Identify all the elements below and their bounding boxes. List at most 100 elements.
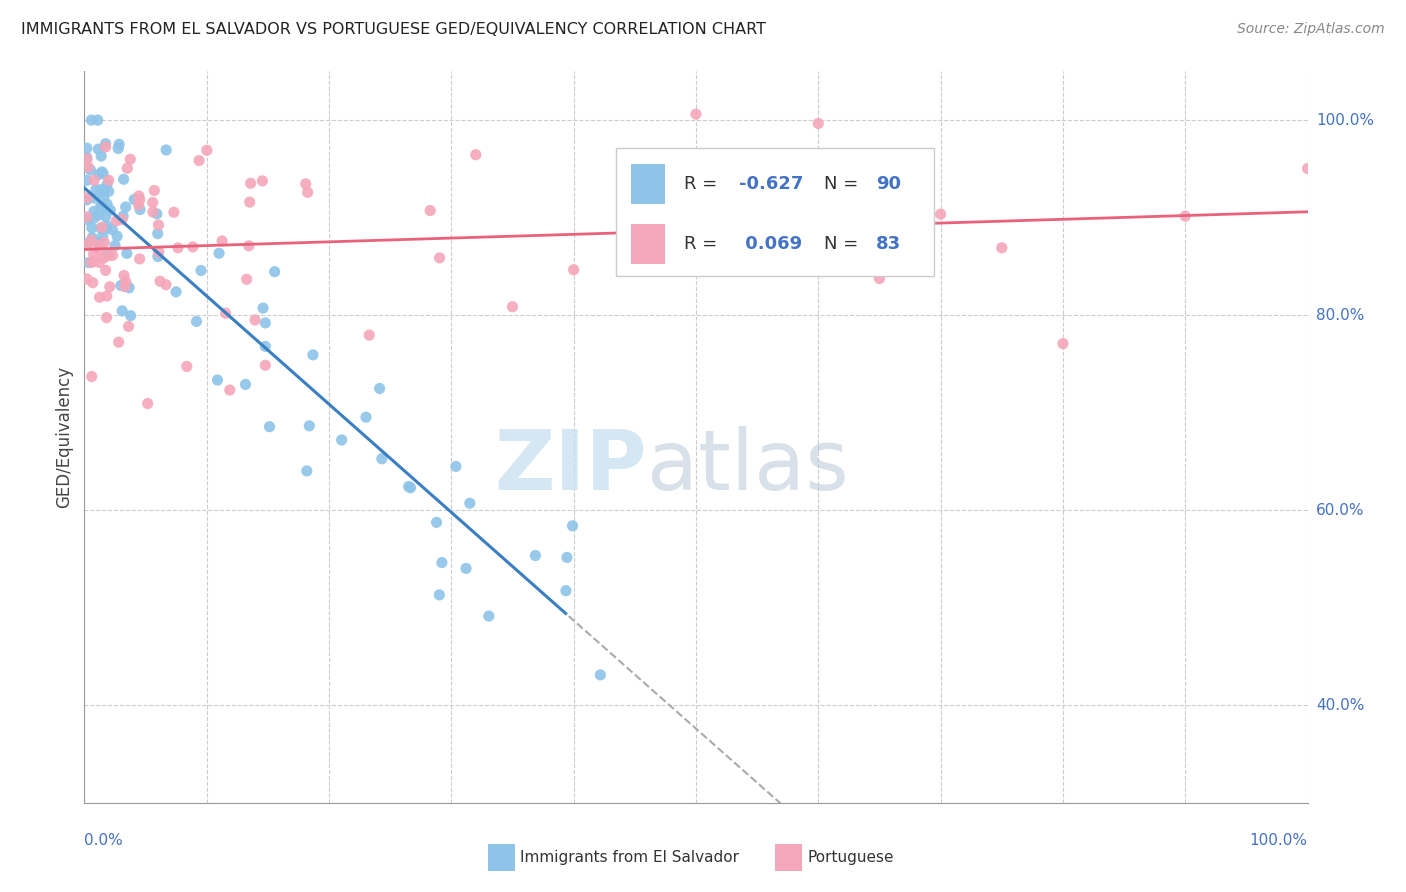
Point [96, 219, 118, 233]
Point [107, 141, 129, 155]
Point [101, 222, 124, 236]
Point [112, 172, 135, 186]
Point [254, 339, 277, 353]
Text: Immigrants from El Salvador: Immigrants from El Salvador [520, 850, 738, 865]
Point [108, 137, 131, 152]
Text: N =: N = [824, 175, 865, 193]
Point [93, 191, 115, 205]
Text: 0.0%: 0.0% [84, 833, 124, 848]
Point [87, 142, 110, 156]
Point [90, 221, 112, 235]
Point [294, 177, 316, 191]
Point [176, 359, 198, 374]
Point [114, 200, 136, 214]
Point [589, 668, 612, 682]
Point [87, 235, 110, 249]
Point [76, 238, 98, 252]
Point [112, 268, 135, 283]
Point [188, 153, 211, 168]
Point [76, 193, 98, 207]
Text: 83: 83 [876, 235, 901, 253]
Point [128, 252, 150, 266]
Point [368, 382, 391, 396]
Point [330, 433, 353, 447]
Point [148, 218, 170, 232]
Point [807, 116, 830, 130]
Point [243, 313, 266, 327]
Point [87, 168, 110, 182]
Point [181, 240, 204, 254]
Point [76, 173, 98, 187]
Point [91, 220, 114, 235]
Point [94, 210, 117, 224]
Point [96, 310, 118, 325]
Point [112, 209, 135, 223]
Point [80, 233, 103, 247]
Point [239, 194, 262, 209]
Point [136, 396, 159, 410]
Point [77, 255, 100, 269]
Point [464, 147, 486, 161]
Point [82, 276, 104, 290]
Point [263, 265, 285, 279]
Text: Source: ZipAtlas.com: Source: ZipAtlas.com [1237, 22, 1385, 37]
Point [555, 583, 578, 598]
Point [91, 229, 114, 244]
Point [1052, 336, 1074, 351]
Point [555, 550, 578, 565]
Point [427, 588, 450, 602]
Point [207, 373, 229, 387]
Point [93, 184, 115, 198]
Point [76, 272, 98, 286]
Point [254, 316, 277, 330]
Point [117, 319, 139, 334]
Point [105, 214, 128, 228]
Point [101, 248, 124, 262]
Point [165, 285, 187, 299]
Point [142, 195, 165, 210]
Point [399, 481, 422, 495]
Point [1174, 209, 1197, 223]
Point [93, 235, 115, 250]
Point [128, 189, 150, 203]
Bar [631, 224, 665, 264]
Point [359, 328, 381, 343]
Point [94, 222, 117, 236]
Point [478, 609, 501, 624]
Point [115, 275, 138, 289]
Point [97, 185, 120, 199]
Point [298, 418, 321, 433]
Point [218, 383, 240, 397]
Point [94, 263, 117, 277]
Point [91, 165, 114, 179]
Text: -0.627: -0.627 [738, 175, 803, 193]
Point [1296, 161, 1319, 176]
Point [155, 277, 177, 292]
Point [186, 314, 208, 328]
Bar [776, 845, 803, 871]
Point [110, 278, 132, 293]
Point [235, 377, 257, 392]
Point [93, 251, 115, 265]
Point [869, 271, 891, 285]
Text: Portuguese: Portuguese [807, 850, 894, 865]
Point [146, 250, 169, 264]
Point [235, 272, 257, 286]
Point [94, 140, 117, 154]
Point [76, 152, 98, 166]
Point [444, 459, 467, 474]
Point [97, 249, 120, 263]
Point [82, 247, 104, 261]
Point [76, 210, 98, 224]
Text: IMMIGRANTS FROM EL SALVADOR VS PORTUGUESE GED/EQUIVALENCY CORRELATION CHART: IMMIGRANTS FROM EL SALVADOR VS PORTUGUES… [21, 22, 766, 37]
Point [128, 193, 150, 207]
Point [929, 207, 952, 221]
Point [146, 207, 169, 221]
Text: ZIP: ZIP [495, 425, 647, 507]
Point [685, 107, 707, 121]
Point [419, 203, 441, 218]
Point [254, 358, 277, 372]
Bar [631, 164, 665, 204]
Point [297, 186, 319, 200]
Point [91, 200, 114, 214]
